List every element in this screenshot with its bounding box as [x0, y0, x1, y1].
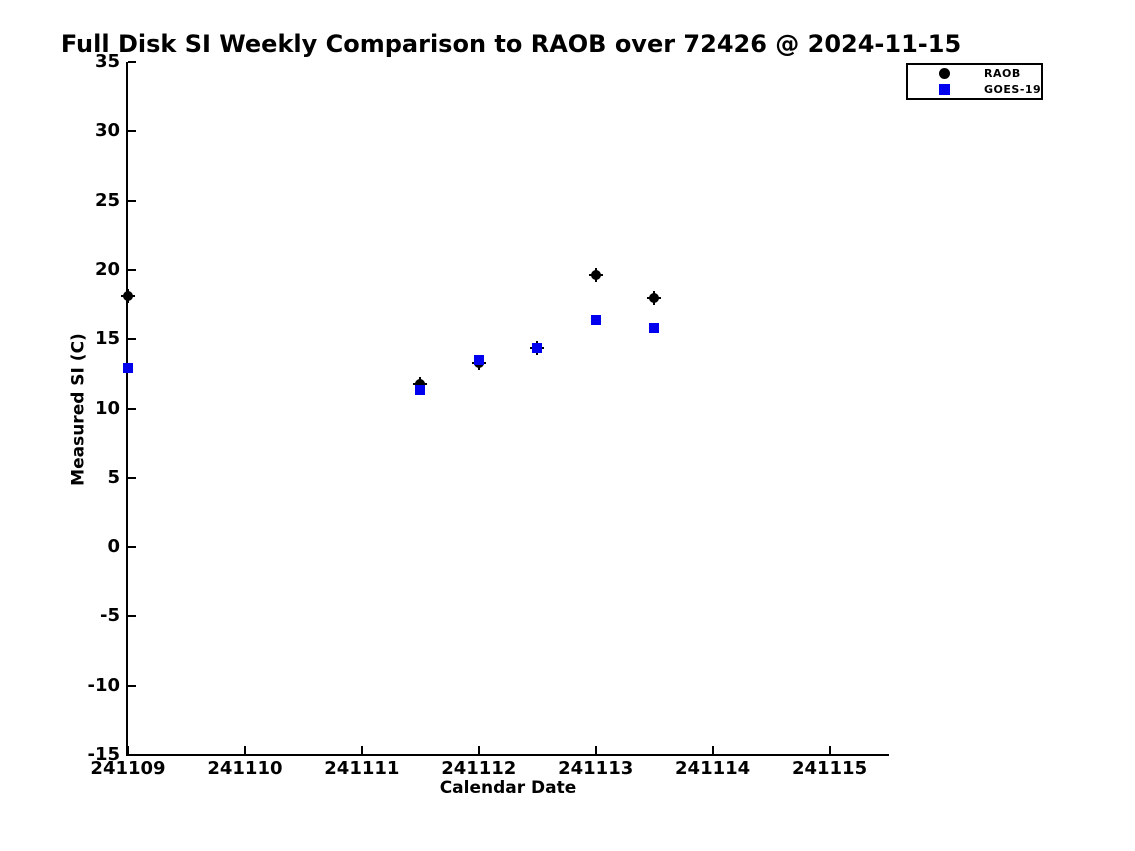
y-tick-mark [128, 476, 136, 479]
x-tick-label: 241111 [324, 758, 400, 779]
x-tick-mark [828, 746, 831, 754]
y-tick-mark [128, 268, 136, 271]
x-tick-mark [360, 746, 363, 754]
y-tick-label: 5 [107, 466, 120, 488]
data-point-raob [588, 268, 603, 283]
legend-label-raob: RAOB [984, 67, 1021, 80]
x-tick-label: 241115 [791, 758, 868, 779]
x-tick-mark [477, 746, 480, 754]
y-tick-mark [128, 61, 136, 63]
x-tick-label: 241113 [558, 758, 634, 779]
legend-label-goes-19: GOES-19 [984, 83, 1042, 96]
y-tick-label: 35 [94, 51, 120, 72]
y-axis-line [126, 62, 128, 756]
y-tick-label: 20 [94, 258, 120, 280]
y-tick-label: -15 [87, 744, 120, 765]
y-tick-label: 10 [94, 397, 120, 419]
x-tick-mark [711, 746, 714, 754]
legend-item-raob: RAOB [908, 66, 1041, 82]
x-axis-line [126, 754, 889, 756]
data-point-goes-19 [532, 342, 543, 353]
y-tick-mark [128, 684, 136, 687]
y-tick-mark [128, 546, 136, 549]
y-tick-label: 25 [94, 189, 120, 211]
data-point-raob [647, 290, 662, 305]
data-point-goes-19 [473, 354, 484, 365]
raob-circle-icon [939, 68, 950, 79]
chart-title: Full Disk SI Weekly Comparison to RAOB o… [60, 30, 962, 58]
y-tick-label: 0 [107, 536, 120, 558]
x-tick-mark [127, 746, 129, 754]
legend-item-goes-19: GOES-19 [908, 82, 1041, 98]
y-tick-label: -5 [100, 605, 120, 627]
y-tick-label: -10 [87, 674, 120, 696]
x-tick-label: 241114 [675, 758, 751, 779]
y-tick-mark [128, 407, 136, 410]
data-point-goes-19 [649, 323, 660, 334]
data-point-goes-19 [415, 385, 426, 396]
y-tick-mark [128, 199, 136, 202]
y-tick-mark [128, 754, 136, 756]
x-tick-label: 241110 [207, 758, 283, 779]
x-axis-label: Calendar Date [439, 778, 577, 798]
legend: RAOB GOES-19 [906, 63, 1043, 100]
data-point-raob [121, 289, 135, 304]
x-tick-label: 241109 [90, 758, 166, 779]
y-tick-label: 30 [94, 120, 120, 142]
x-tick-label: 241112 [441, 758, 517, 779]
data-point-goes-19 [123, 363, 133, 374]
x-tick-mark [243, 746, 246, 754]
data-point-goes-19 [590, 314, 601, 325]
y-tick-label: 15 [94, 328, 120, 350]
data-point-raob [413, 376, 428, 391]
goes-19-square-icon [939, 84, 950, 95]
x-tick-mark [594, 746, 597, 754]
y-tick-mark [128, 130, 136, 133]
y-tick-mark [128, 338, 136, 341]
y-tick-mark [128, 615, 136, 618]
